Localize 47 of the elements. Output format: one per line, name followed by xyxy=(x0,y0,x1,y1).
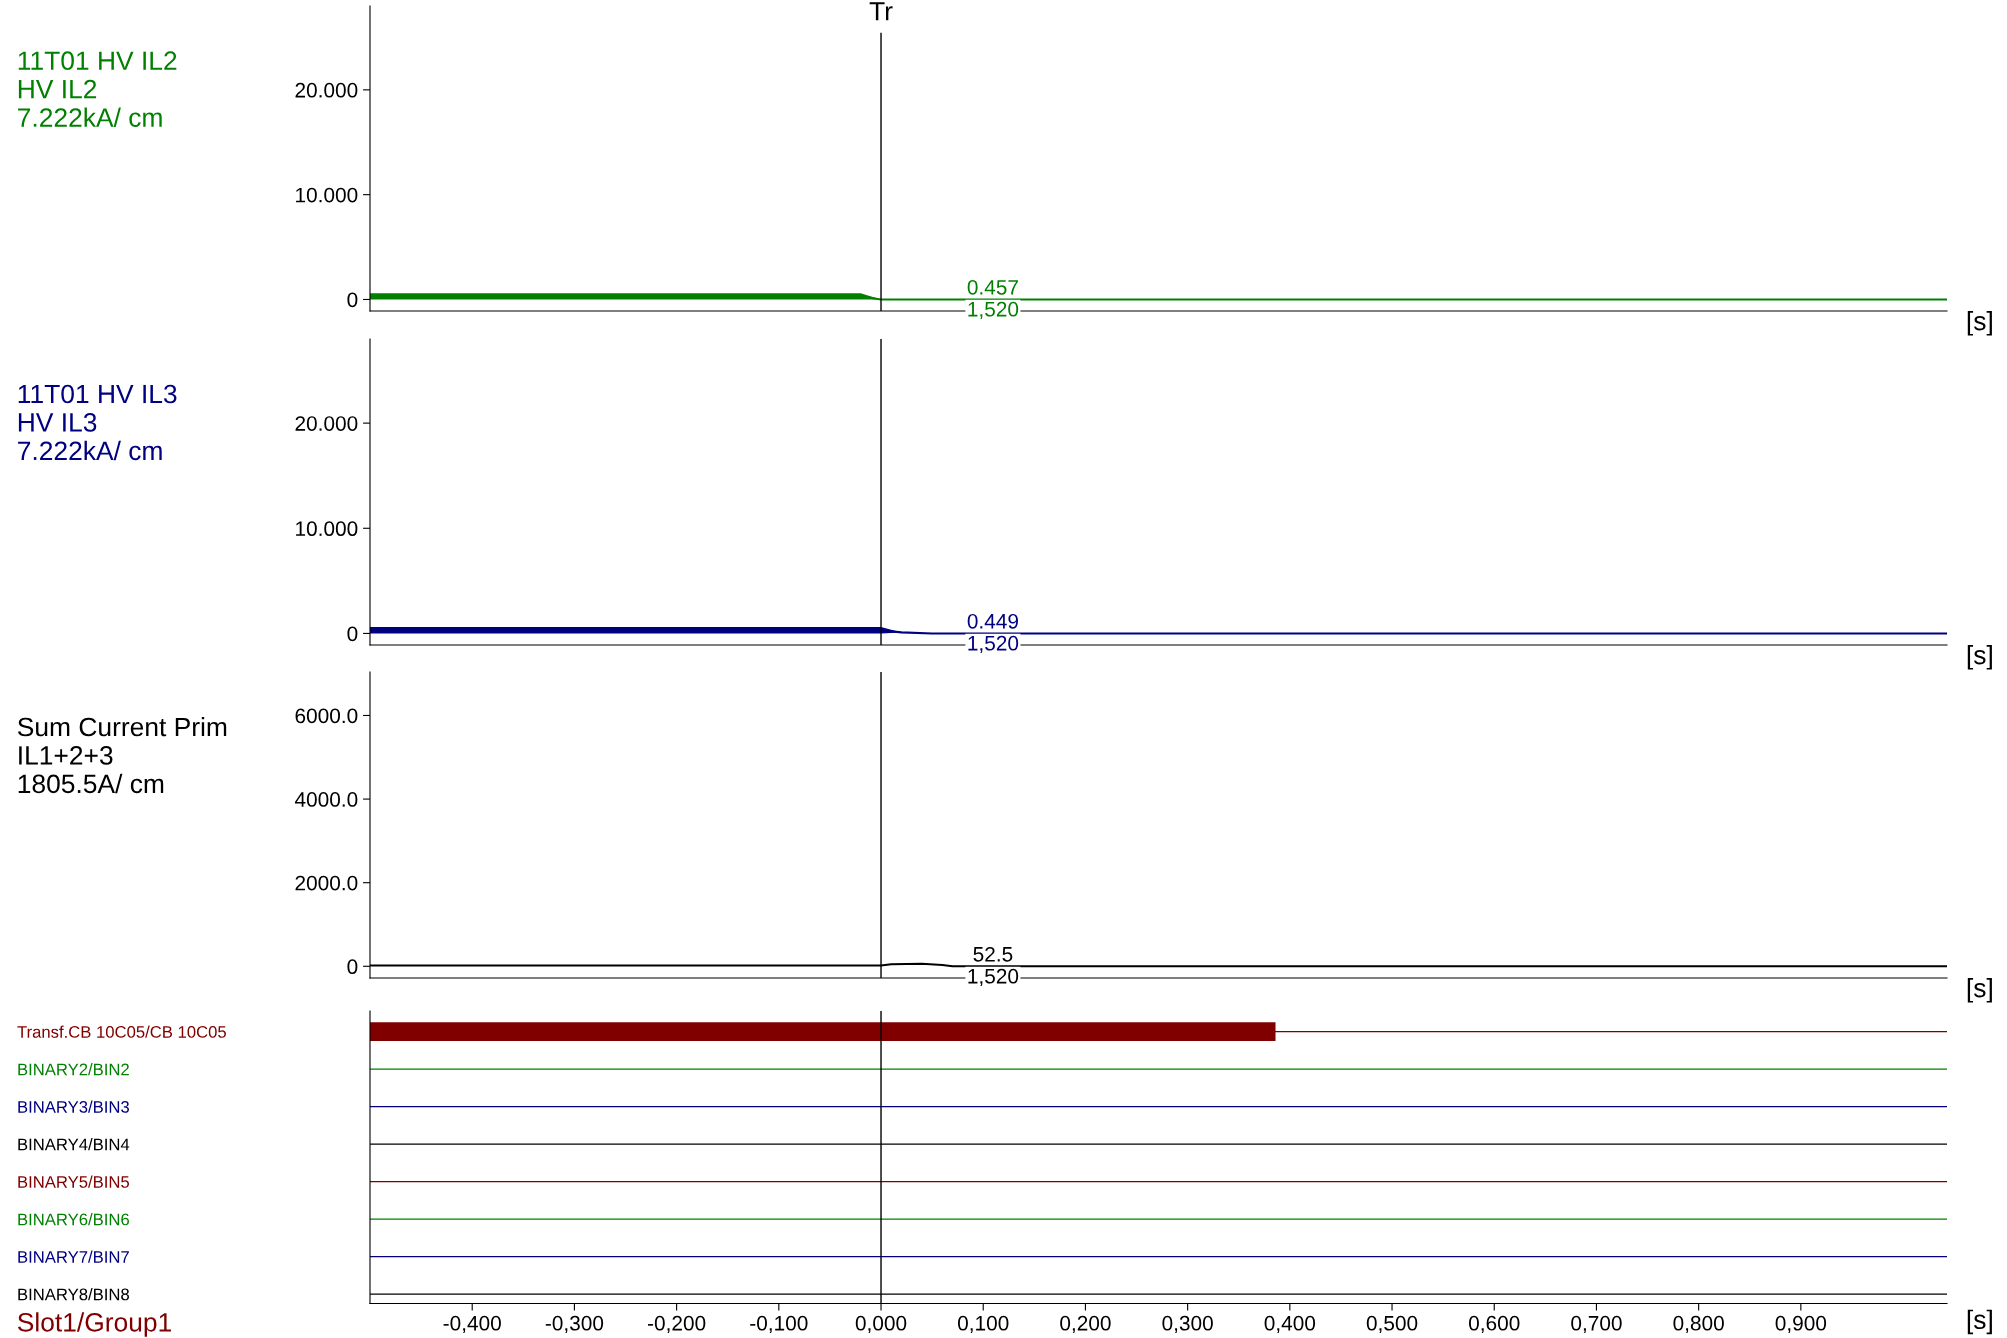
annotation: 1,520 xyxy=(968,968,1019,987)
y-tick-label: 20.000 xyxy=(295,82,358,98)
y-axis-title: Sum Current Prim IL1+2+3 1805.5A/ cm xyxy=(17,716,227,794)
y-tick-label: BINARY6/BIN6 xyxy=(18,1213,129,1226)
x-axis-title: [s] xyxy=(1967,1309,1992,1335)
annotation: 52.5 xyxy=(973,946,1013,962)
y-tick-label: 6000.0 xyxy=(295,708,358,724)
x-tick-label: 0,600 xyxy=(1468,1315,1520,1334)
x-tick-label: 0,900 xyxy=(1775,1315,1827,1334)
x-tick-label: 0,400 xyxy=(1264,1315,1316,1334)
x-tick-label: -0,300 xyxy=(545,1315,604,1334)
x-tick-label: 0,300 xyxy=(1162,1315,1213,1334)
y-tick-label: 0 xyxy=(347,959,358,975)
x-axis-title: [s] xyxy=(1967,645,1992,670)
y-tick-label: 2000.0 xyxy=(295,875,358,891)
annotation: 0.457 xyxy=(967,279,1018,295)
y-axis-title: 11T01 HV IL3 HV IL3 7.222kA/ cm xyxy=(18,384,177,461)
x-axis-title: [s] xyxy=(1967,311,1992,336)
x-tick-label: 0,500 xyxy=(1366,1315,1418,1334)
annotation: 1,520 xyxy=(968,635,1019,654)
text: Slot1/Group1 xyxy=(17,1312,171,1337)
x-tick-label: -0,400 xyxy=(443,1315,501,1334)
x-tick-label: 0,000 xyxy=(855,1315,907,1334)
x-tick-label: 0,700 xyxy=(1571,1315,1622,1334)
x-tick-label: -0,200 xyxy=(648,1315,706,1334)
y-axis-title: 11T01 HV IL2 HV IL2 7.222kA/ cm xyxy=(18,51,177,127)
y-tick-label: BINARY5/BIN5 xyxy=(18,1175,130,1188)
y-tick-label: BINARY4/BIN4 xyxy=(18,1138,130,1151)
y-tick-label: BINARY2/BIN2 xyxy=(18,1063,129,1076)
y-tick-label: 20.000 xyxy=(295,416,358,431)
y-tick-label: 10.000 xyxy=(296,521,358,537)
ref-line-label: Tr xyxy=(869,2,893,21)
y-tick-label: BINARY3/BIN3 xyxy=(18,1100,129,1113)
x-tick-label: 0,800 xyxy=(1673,1315,1724,1334)
y-tick-label: BINARY7/BIN7 xyxy=(18,1250,129,1263)
y-tick-label: 10.000 xyxy=(296,187,358,203)
annotation: 0.449 xyxy=(967,613,1018,629)
x-tick-label: 0,100 xyxy=(957,1315,1009,1334)
annotation: 1,520 xyxy=(968,301,1019,320)
y-tick-label: BINARY8/BIN8 xyxy=(18,1288,129,1301)
y-tick-label: 0 xyxy=(347,626,358,642)
x-tick-label: 0,200 xyxy=(1060,1315,1111,1334)
y-tick-label: 4000.0 xyxy=(294,792,358,807)
y-tick-label: 0 xyxy=(347,292,358,308)
x-tick-label: -0,100 xyxy=(750,1315,808,1334)
y-tick-label: Transf.CB 10C05/CB 10C05 xyxy=(17,1025,226,1038)
x-axis-title: [s] xyxy=(1967,978,1992,1003)
